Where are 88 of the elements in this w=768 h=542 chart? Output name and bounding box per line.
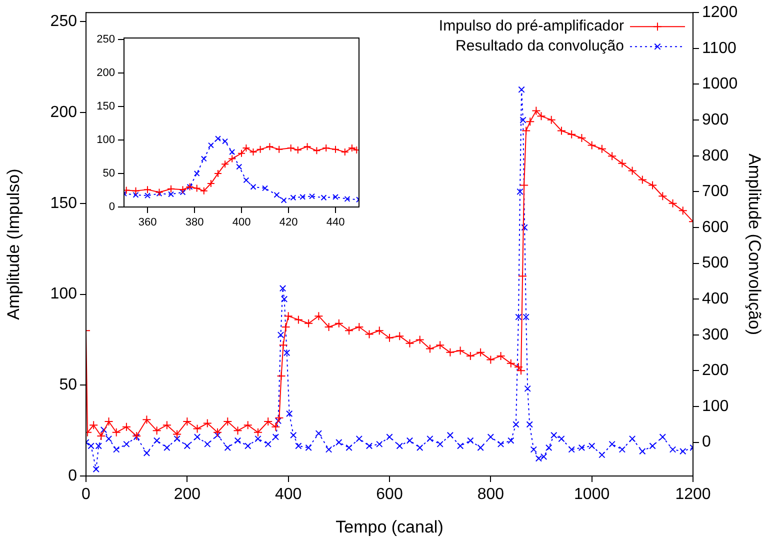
- point: [250, 184, 256, 190]
- x-tick-label: 1000: [574, 486, 610, 504]
- point: [168, 191, 174, 198]
- y-tick-label: 200: [96, 66, 115, 79]
- point: [208, 142, 214, 148]
- point: [236, 164, 242, 170]
- y2-tick-label: 700: [702, 183, 729, 200]
- point: [178, 186, 187, 194]
- x-tick-label: 420: [279, 216, 298, 229]
- x-tick-label: 400: [232, 216, 251, 229]
- y-tick-label: 250: [96, 33, 115, 46]
- point: [266, 142, 274, 151]
- point: [280, 197, 287, 204]
- y-tick-label: 250: [50, 13, 78, 30]
- x-tick-label: 400: [274, 486, 302, 504]
- point: [274, 192, 280, 198]
- point: [332, 194, 338, 200]
- y-tick-label: 100: [50, 286, 78, 303]
- point: [155, 188, 164, 196]
- x-tick-label: 0: [82, 486, 91, 504]
- point: [309, 193, 315, 200]
- y-tick-label: 200: [50, 104, 78, 121]
- y2-tick-label: 1100: [702, 40, 737, 57]
- x-tick-label: 800: [477, 486, 504, 504]
- point: [312, 146, 321, 155]
- y2-tick-label: 400: [702, 290, 729, 308]
- legend-label: Impulso do pré-amplificador: [438, 18, 624, 35]
- y-tick-label: 150: [96, 100, 115, 112]
- point: [256, 145, 264, 154]
- point: [194, 170, 200, 176]
- point: [144, 186, 152, 194]
- point: [200, 186, 208, 195]
- point: [215, 136, 221, 142]
- x-tick-label: 360: [138, 216, 157, 229]
- point: [206, 180, 215, 188]
- y-axis-title: Amplitude (Impulso): [4, 168, 23, 320]
- y-tick-label: 50: [102, 168, 115, 180]
- point: [275, 145, 284, 154]
- point: [132, 192, 139, 198]
- point: [214, 169, 222, 178]
- point: [303, 142, 312, 151]
- point: [132, 186, 140, 195]
- point: [243, 177, 250, 184]
- x-tick-label: 1200: [675, 486, 711, 504]
- point: [348, 144, 356, 152]
- point: [242, 144, 250, 152]
- y2-tick-label: 200: [702, 362, 729, 380]
- y-tick-label: 0: [68, 467, 78, 484]
- point: [249, 148, 258, 156]
- y2-axis-title: Amplitude (Convolução): [745, 154, 764, 336]
- point: [322, 144, 330, 152]
- point: [294, 146, 302, 154]
- x-axis-title: Tempo (canal): [336, 517, 444, 536]
- point: [344, 196, 350, 202]
- y-tick-label: 0: [108, 201, 115, 214]
- point: [144, 192, 150, 199]
- point: [156, 190, 162, 197]
- point: [262, 185, 268, 192]
- x-tick-label: 380: [185, 216, 204, 229]
- y2-tick-label: 1200: [702, 4, 738, 22]
- point: [238, 149, 246, 158]
- y2-tick-label: 300: [702, 326, 729, 344]
- point: [222, 138, 228, 144]
- point: [332, 145, 340, 154]
- y2-tick-label: 500: [702, 254, 729, 272]
- point: [286, 144, 295, 152]
- point: [340, 148, 349, 156]
- point: [228, 154, 236, 163]
- point: [290, 194, 296, 201]
- legend-label: Resultado da convolução: [456, 38, 624, 55]
- point: [320, 194, 327, 201]
- point: [200, 156, 207, 162]
- y2-tick-label: 800: [702, 147, 729, 164]
- y-tick-label: 50: [59, 376, 78, 394]
- point: [221, 160, 230, 168]
- y-tick-label: 100: [96, 134, 115, 146]
- y2-tick-label: 0: [702, 434, 711, 451]
- x-tick-label: 200: [174, 486, 201, 504]
- x-tick-label: 600: [376, 486, 403, 504]
- point: [229, 149, 236, 155]
- y-tick-label: 150: [50, 194, 78, 212]
- point: [167, 184, 175, 193]
- point: [192, 184, 201, 192]
- y2-tick-label: 1000: [702, 76, 738, 93]
- y2-tick-label: 900: [702, 111, 729, 128]
- point: [300, 194, 306, 200]
- x-tick-label: 440: [326, 216, 345, 229]
- y2-tick-label: 100: [702, 398, 729, 415]
